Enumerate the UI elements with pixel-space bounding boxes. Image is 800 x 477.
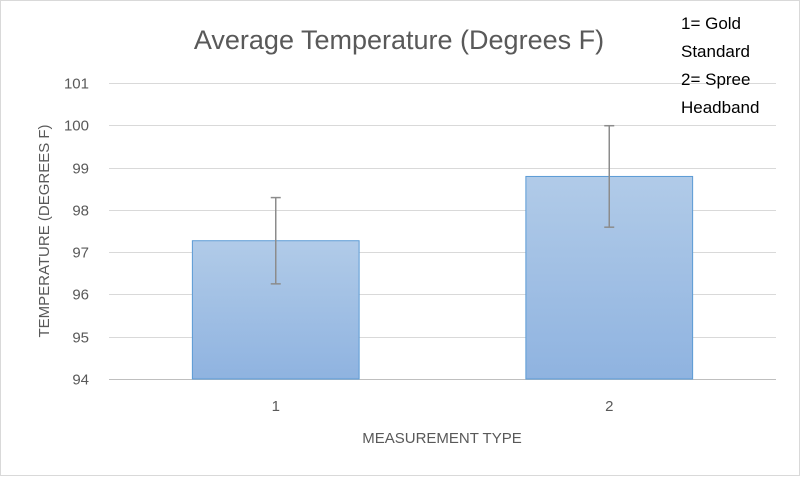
- x-axis-label: MEASUREMENT TYPE: [362, 430, 521, 447]
- x-tick-label: 2: [605, 398, 613, 415]
- error-bar: [604, 124, 615, 228]
- y-tick-label: 95: [72, 330, 89, 347]
- y-tick-label: 98: [72, 203, 89, 220]
- x-tick-label: 1: [272, 398, 280, 415]
- y-tick-label: 99: [72, 161, 89, 178]
- note-line: Standard: [681, 42, 750, 61]
- note-line: Headband: [681, 98, 760, 117]
- y-tick-label: 100: [64, 118, 89, 135]
- note-line: 1= Gold: [681, 14, 742, 33]
- y-tick-label: 96: [72, 287, 89, 304]
- error-bar: [270, 196, 281, 285]
- y-tick-label: 101: [64, 76, 89, 93]
- y-tick-label: 97: [72, 245, 89, 262]
- chart-title: Average Temperature (Degrees F): [194, 25, 604, 55]
- note-line: 2= Spree: [681, 70, 751, 89]
- y-tick-label: 94: [72, 372, 89, 389]
- y-axis-label: TEMPERATURE (DEGREES F): [36, 124, 53, 337]
- legend-note: 1= Gold Standard 2= Spree Headband: [681, 10, 759, 122]
